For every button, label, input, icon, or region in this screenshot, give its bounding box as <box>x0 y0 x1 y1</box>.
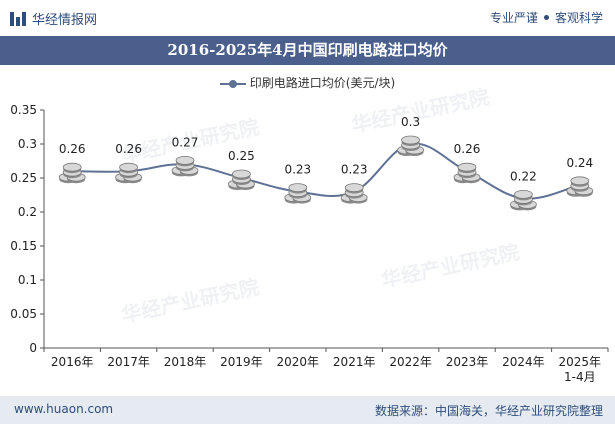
data-point-marker <box>340 183 368 204</box>
x-tick-label: 2017年 <box>107 355 150 369</box>
data-point-marker <box>171 155 199 177</box>
x-tick-label: 2016年 <box>51 355 94 369</box>
data-point-marker <box>453 162 481 184</box>
footer-source: 数据来源：中国海关，华经产业研究院整理 <box>374 404 603 418</box>
legend-label: 印刷电路进口均价(美元/块) <box>249 76 396 90</box>
y-tick-label: 0.3 <box>18 137 37 151</box>
data-label: 0.26 <box>115 142 142 156</box>
chart-legend: 印刷电路进口均价(美元/块) <box>0 74 615 91</box>
footer-site: www.huaon.com <box>14 402 114 416</box>
slogan-left: 专业严谨 <box>489 11 538 25</box>
data-point-marker <box>566 176 594 197</box>
logo-icon <box>10 11 26 26</box>
data-label: 0.3 <box>401 115 420 129</box>
data-point-marker <box>284 183 312 204</box>
data-label: 0.25 <box>228 149 255 163</box>
y-tick-label: 0.35 <box>10 103 37 117</box>
top-bar: 华经情报网 专业严谨 客观科学 <box>0 0 615 36</box>
chart-title: 2016-2025年4月中国印刷电路进口均价 <box>0 36 615 65</box>
x-tick-label: 2022年 <box>389 355 432 369</box>
y-tick-label: 0.25 <box>10 171 37 185</box>
data-label: 0.23 <box>341 163 368 177</box>
data-point-marker <box>58 162 86 184</box>
data-label: 0.26 <box>454 142 481 156</box>
x-tick-label: 2018年 <box>164 355 207 369</box>
legend-line-icon <box>219 79 246 88</box>
data-label: 0.26 <box>59 142 86 156</box>
x-tick-label: 2021年 <box>333 355 376 369</box>
y-tick-label: 0.15 <box>10 239 37 253</box>
slogan: 专业严谨 客观科学 <box>490 9 603 26</box>
data-point-marker <box>397 135 425 156</box>
data-label: 0.27 <box>172 135 199 149</box>
brand: 华经情报网 <box>10 9 97 28</box>
x-tick-label: 2025年 1-4月 <box>559 355 602 384</box>
slogan-dot-icon <box>543 15 549 20</box>
data-label: 0.23 <box>284 163 311 177</box>
data-point-marker <box>115 162 143 184</box>
x-tick-label: 2023年 <box>446 355 489 369</box>
brand-name: 华经情报网 <box>32 13 98 28</box>
x-tick-label: 2024年 <box>502 355 545 369</box>
y-tick-label: 0.2 <box>18 205 37 219</box>
footer: www.huaon.com 数据来源：中国海关，华经产业研究院整理 <box>0 396 615 424</box>
data-label: 0.22 <box>510 169 537 183</box>
x-tick-label: 2019年 <box>220 355 263 369</box>
y-tick-label: 0 <box>29 341 37 355</box>
y-tick-label: 0.1 <box>18 273 37 287</box>
series-line <box>72 142 581 200</box>
slogan-right: 客观科学 <box>554 11 603 25</box>
x-tick-label: 2020年 <box>277 355 320 369</box>
data-label: 0.24 <box>566 156 593 170</box>
data-point-marker <box>227 169 255 190</box>
data-point-marker <box>510 189 537 211</box>
y-tick-label: 0.05 <box>10 307 37 321</box>
